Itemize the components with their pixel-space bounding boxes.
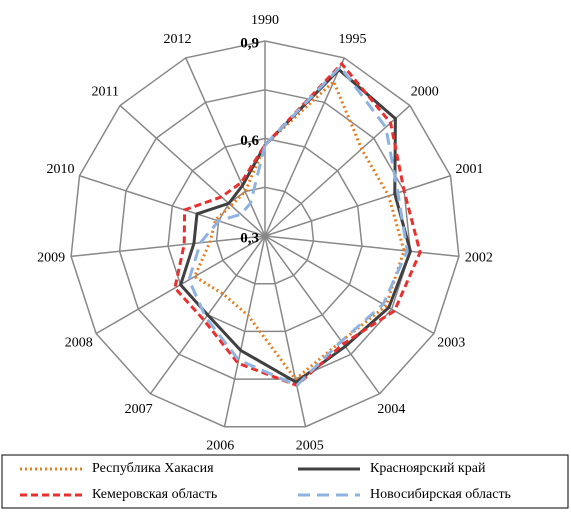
grid-ring <box>215 186 315 285</box>
grid-ring <box>167 137 363 333</box>
category-label: 2005 <box>296 439 324 454</box>
legend-label: Кемеровская область <box>92 487 217 502</box>
tick-label: 0,9 <box>240 35 259 51</box>
grid-ring <box>118 89 412 380</box>
category-label: 2000 <box>411 84 439 99</box>
category-label: 2010 <box>47 162 75 177</box>
category-label: 2008 <box>65 336 93 351</box>
spoke <box>264 235 460 258</box>
tick-label: 0,6 <box>240 133 259 149</box>
spoke <box>264 175 451 237</box>
legend-label: Новосибирская область <box>370 487 511 502</box>
legend-label: Республика Хакасия <box>92 461 214 476</box>
spoke <box>264 104 411 237</box>
category-label: 2006 <box>206 439 234 454</box>
grid-ring <box>70 40 460 428</box>
category-label: 1990 <box>251 13 279 28</box>
spoke <box>264 235 307 427</box>
spoke <box>223 235 266 427</box>
category-label: 2003 <box>437 336 465 351</box>
category-label: 1995 <box>338 32 366 47</box>
series-line <box>173 61 422 388</box>
category-label: 2011 <box>91 84 118 99</box>
spoke <box>79 175 266 237</box>
category-label: 2012 <box>164 32 192 47</box>
category-label: 2007 <box>125 402 153 417</box>
legend-label: Красноярский край <box>370 461 486 476</box>
spoke <box>264 235 435 335</box>
legend-box <box>1 454 569 509</box>
series-line <box>192 79 406 382</box>
category-label: 2002 <box>465 251 493 266</box>
spoke <box>264 235 381 395</box>
series-line <box>187 64 409 388</box>
spoke <box>264 57 345 237</box>
category-label: 2009 <box>37 251 65 266</box>
category-label: 2004 <box>377 402 405 417</box>
series-line <box>178 67 412 384</box>
spoke <box>70 235 266 258</box>
category-label: 2001 <box>455 162 483 177</box>
spoke <box>185 57 266 237</box>
tick-label: 0,3 <box>240 230 259 246</box>
spoke <box>119 104 266 237</box>
